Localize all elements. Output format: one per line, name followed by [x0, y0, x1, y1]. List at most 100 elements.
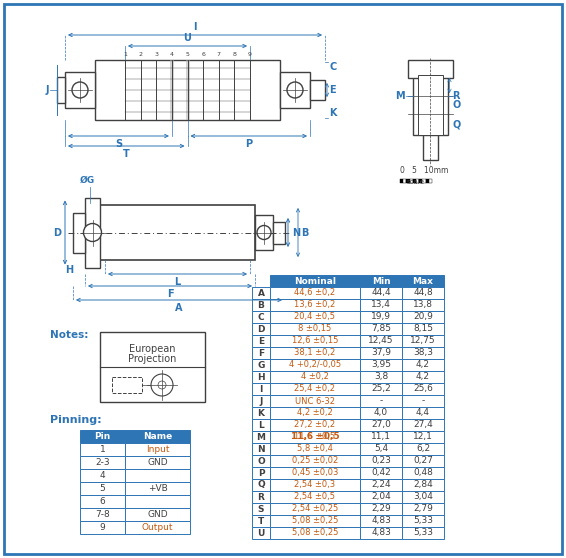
- Text: S: S: [115, 139, 122, 149]
- Bar: [360, 335, 402, 347]
- Text: 27,4: 27,4: [413, 421, 433, 430]
- Bar: [65, 72, 95, 108]
- Text: 13,4: 13,4: [371, 301, 391, 310]
- Bar: [416, 179, 419, 183]
- Text: 4 +0,2/-0,05: 4 +0,2/-0,05: [289, 360, 341, 369]
- Text: 27,0: 27,0: [371, 421, 391, 430]
- Text: Q: Q: [257, 480, 265, 489]
- Text: 6: 6: [100, 497, 105, 506]
- Bar: [252, 311, 270, 323]
- Bar: [252, 395, 270, 407]
- Text: L: L: [174, 277, 181, 287]
- Bar: [85, 198, 100, 267]
- Text: I: I: [259, 384, 263, 393]
- Text: R: R: [452, 91, 460, 101]
- Bar: [402, 371, 444, 383]
- Circle shape: [84, 224, 101, 242]
- Text: 25,2: 25,2: [371, 384, 391, 393]
- Text: 5: 5: [100, 484, 105, 493]
- Bar: [112, 377, 142, 393]
- Text: R: R: [258, 493, 264, 502]
- Bar: [252, 347, 270, 359]
- Text: 8 ±0,15: 8 ±0,15: [298, 325, 332, 334]
- Text: 27,2 ±0,2: 27,2 ±0,2: [294, 421, 336, 430]
- Text: S: S: [258, 504, 264, 513]
- Bar: [360, 443, 402, 455]
- Bar: [80, 443, 125, 456]
- Text: 7-8: 7-8: [95, 510, 110, 519]
- Text: Min: Min: [372, 277, 391, 286]
- Text: M: M: [256, 432, 265, 441]
- Bar: [270, 407, 360, 419]
- Bar: [270, 335, 360, 347]
- Bar: [360, 287, 402, 299]
- Text: 44,6 ±0,2: 44,6 ±0,2: [294, 288, 336, 297]
- Bar: [360, 347, 402, 359]
- Text: 38,1 ±0,2: 38,1 ±0,2: [294, 349, 336, 358]
- Text: 6: 6: [201, 52, 205, 57]
- Bar: [252, 323, 270, 335]
- Text: M: M: [395, 91, 405, 101]
- Bar: [429, 179, 432, 183]
- Text: Pin: Pin: [95, 432, 110, 441]
- Text: 38,3: 38,3: [413, 349, 433, 358]
- Text: 4,4: 4,4: [416, 408, 430, 417]
- Text: 3,8: 3,8: [374, 373, 388, 382]
- Text: 0,48: 0,48: [413, 469, 433, 478]
- Text: N: N: [257, 445, 265, 454]
- Bar: [360, 371, 402, 383]
- Circle shape: [257, 225, 271, 239]
- Bar: [402, 491, 444, 503]
- Text: C: C: [329, 62, 336, 72]
- Bar: [422, 135, 438, 160]
- Text: Notes:: Notes:: [50, 330, 88, 340]
- Bar: [426, 179, 429, 183]
- Bar: [422, 179, 426, 183]
- Bar: [402, 419, 444, 431]
- Bar: [418, 75, 443, 135]
- Text: -: -: [379, 397, 383, 406]
- Text: K: K: [329, 108, 337, 118]
- Bar: [402, 323, 444, 335]
- Text: B: B: [258, 301, 264, 310]
- Text: GND: GND: [147, 510, 168, 519]
- Bar: [270, 527, 360, 539]
- Bar: [360, 311, 402, 323]
- Text: 2,79: 2,79: [413, 504, 433, 513]
- Bar: [270, 431, 360, 443]
- Bar: [80, 482, 125, 495]
- Bar: [252, 419, 270, 431]
- Text: 0,25 ±0,02: 0,25 ±0,02: [292, 456, 338, 465]
- Bar: [270, 287, 360, 299]
- Text: 25,4 ±0,2: 25,4 ±0,2: [294, 384, 336, 393]
- Bar: [80, 456, 125, 469]
- Text: 5,08 ±0,25: 5,08 ±0,25: [292, 517, 338, 526]
- Text: 20,4 ±0,5: 20,4 ±0,5: [294, 312, 336, 321]
- Bar: [360, 479, 402, 491]
- Bar: [252, 515, 270, 527]
- Bar: [270, 419, 360, 431]
- Text: -: -: [421, 397, 424, 406]
- Text: 3: 3: [155, 52, 158, 57]
- Bar: [252, 443, 270, 455]
- Text: 13,6 ±0,2: 13,6 ±0,2: [294, 301, 336, 310]
- Text: 2-3: 2-3: [95, 458, 110, 467]
- Text: 9: 9: [100, 523, 105, 532]
- Text: D: D: [258, 325, 265, 334]
- Bar: [360, 299, 402, 311]
- Text: 0   5   10mm: 0 5 10mm: [400, 166, 448, 175]
- Text: Nominal: Nominal: [294, 277, 336, 286]
- Text: L: L: [258, 421, 264, 430]
- Bar: [402, 431, 444, 443]
- Text: 7,85: 7,85: [371, 325, 391, 334]
- Bar: [402, 347, 444, 359]
- Bar: [403, 179, 406, 183]
- Bar: [80, 521, 125, 534]
- Text: 37,9: 37,9: [371, 349, 391, 358]
- Text: 6,2: 6,2: [416, 445, 430, 454]
- Bar: [360, 467, 402, 479]
- Bar: [170, 60, 174, 120]
- Bar: [270, 455, 360, 467]
- Text: 4: 4: [100, 471, 105, 480]
- Text: 4,2: 4,2: [416, 373, 430, 382]
